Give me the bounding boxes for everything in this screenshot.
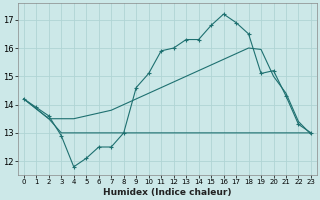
X-axis label: Humidex (Indice chaleur): Humidex (Indice chaleur): [103, 188, 232, 197]
